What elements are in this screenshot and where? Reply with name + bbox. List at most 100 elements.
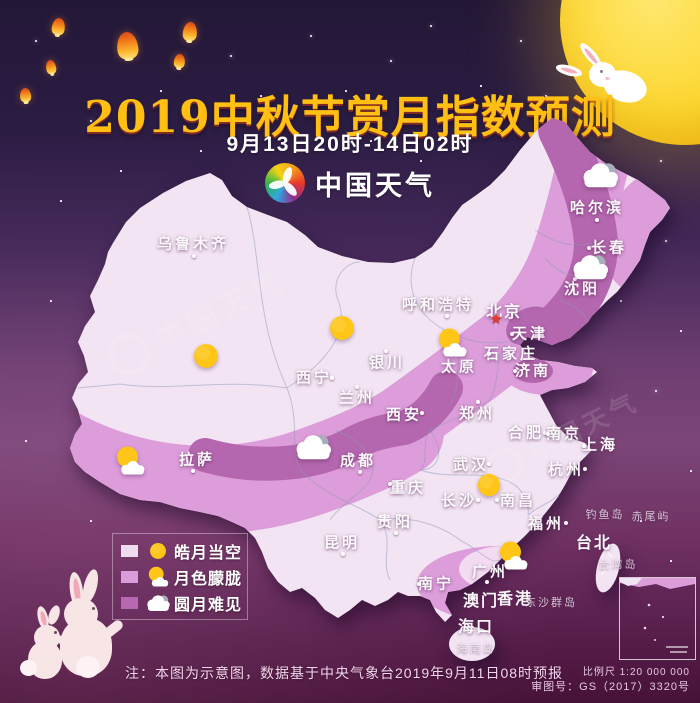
city-label: 合肥 — [507, 424, 545, 442]
rabbit-pair-icon — [14, 567, 139, 693]
island-label: 赤尾屿 — [631, 511, 671, 523]
island-label: 东沙群岛 — [525, 597, 577, 609]
city-label: 西宁 — [295, 369, 333, 387]
footnote: 注：本图为示意图，数据基于中央气象台2019年9月11日08时预报 — [125, 665, 564, 681]
city-label: 银川 — [368, 354, 406, 372]
city-dot — [330, 376, 334, 380]
city-dot — [445, 314, 449, 318]
city-label: 呼和浩特 — [401, 296, 475, 314]
star-icon — [480, 85, 482, 87]
star-icon — [345, 90, 347, 92]
city-dot — [192, 254, 196, 258]
star-icon — [370, 140, 372, 142]
star-icon — [655, 390, 657, 392]
island-label: 海南岛 — [456, 643, 496, 655]
brand-row: 中国天气 — [0, 163, 700, 203]
city-label: 拉萨 — [178, 451, 216, 469]
city-dot — [476, 498, 480, 502]
star-icon — [520, 40, 522, 42]
island-label: 钓鱼岛 — [585, 509, 625, 521]
city-dot — [358, 470, 362, 474]
city-dot — [513, 369, 517, 373]
city-dot — [384, 349, 388, 353]
city-dot — [191, 469, 195, 473]
legend-item: 皓月当空 — [121, 538, 247, 564]
city-dot — [495, 498, 499, 502]
moon-icon — [327, 313, 357, 343]
city-label: 长春 — [590, 239, 628, 257]
city-dot — [582, 444, 586, 448]
city-label: 天津 — [511, 325, 549, 343]
city-dot — [476, 400, 480, 404]
city-label: 济南 — [514, 362, 552, 380]
city-label: 石家庄 — [483, 345, 539, 363]
city-label: 北京 — [485, 304, 523, 321]
star-icon — [665, 240, 667, 242]
brand-name: 中国天气 — [315, 170, 435, 201]
star-icon — [690, 470, 692, 472]
star-icon — [310, 35, 312, 37]
city-label: 福州 — [527, 515, 565, 533]
zone-hazy-northeast-east — [603, 171, 670, 293]
legend-item: 月色朦胧 — [121, 564, 247, 590]
star-icon — [455, 130, 457, 132]
star-icon — [230, 55, 232, 57]
taiwan-island — [595, 543, 621, 593]
city-label: 乌鲁木齐 — [156, 235, 230, 253]
city-dot — [595, 218, 599, 222]
city-dot — [546, 432, 550, 436]
star-icon — [660, 160, 662, 162]
city-label: 西安 — [385, 406, 423, 424]
map-approval-number: 审图号：GS（2017）3320号 — [531, 681, 690, 693]
star-icon — [90, 120, 92, 122]
hainan-island — [449, 627, 495, 661]
city-label: 广州 — [471, 563, 509, 581]
city-dot — [543, 431, 547, 435]
legend-label: 圆月难见 — [174, 596, 243, 614]
city-label: 上海 — [581, 436, 619, 454]
china-weather-logo-icon — [265, 163, 305, 203]
star-icon — [620, 300, 622, 302]
city-label: 海口 — [457, 619, 495, 636]
star-icon — [640, 520, 642, 522]
city-label: 南宁 — [417, 575, 455, 593]
city-dot — [341, 552, 345, 556]
moon-rabbit-icon — [554, 40, 651, 112]
star-icon — [250, 140, 252, 142]
mooncloud-icon — [496, 539, 530, 573]
city-dot — [388, 482, 392, 486]
cloud-icon — [293, 432, 333, 462]
mooncloud-icon — [435, 326, 469, 360]
legend-item: 圆月难见 — [121, 590, 247, 616]
moon-icon — [475, 471, 503, 499]
south-china-sea-inset — [619, 577, 696, 660]
legend-label: 皓月当空 — [174, 544, 243, 562]
star-icon — [545, 95, 547, 97]
city-dot — [417, 582, 421, 586]
cloud-icon — [145, 593, 171, 613]
city-label: 杭州 — [547, 461, 585, 479]
island-pointer-lines — [600, 547, 613, 576]
city-label: 郑州 — [458, 405, 496, 423]
city-label: 南京 — [545, 425, 583, 443]
star-icon — [35, 40, 37, 42]
city-label: 哈尔滨 — [569, 199, 625, 217]
zone-hidden-central — [188, 371, 463, 481]
moon-icon — [191, 341, 221, 371]
city-label: 沈阳 — [563, 280, 601, 298]
city-label: 南昌 — [499, 492, 537, 510]
moon-icon — [145, 541, 171, 561]
city-label: 台北 — [575, 535, 613, 552]
city-dot — [394, 531, 398, 535]
city-label: 兰州 — [338, 389, 376, 407]
city-label: 昆明 — [323, 534, 361, 552]
zone-hidden-jinan — [513, 359, 553, 383]
star-icon — [420, 160, 422, 162]
star-icon — [120, 170, 122, 172]
star-icon — [200, 150, 202, 152]
legend-swatch — [121, 596, 138, 609]
legend-box: 皓月当空月色朦胧圆月难见 — [112, 533, 248, 620]
city-label: 澳门 — [462, 593, 500, 610]
star-icon — [50, 300, 52, 302]
